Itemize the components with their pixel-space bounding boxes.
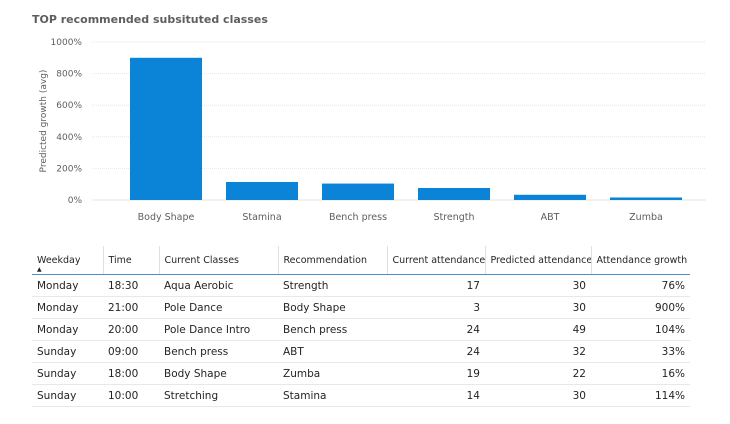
cell-time: 21:00 — [103, 296, 159, 319]
cell-attendance-growth: 76% — [591, 274, 690, 297]
table-row[interactable]: Sunday 09:00 Bench press ABT 24 32 33% — [32, 340, 690, 363]
x-tick-label: Zumba — [629, 212, 663, 223]
y-tick-label: 200% — [56, 164, 82, 174]
x-tick-label: Strength — [433, 212, 474, 223]
cell-attendance-growth: 114% — [591, 384, 690, 407]
cell-recommendation: Zumba — [278, 362, 387, 385]
header-current-classes[interactable]: Current Classes — [158, 246, 278, 275]
cell-current-attendance: 14 — [387, 384, 485, 407]
cell-current-attendance: 24 — [387, 340, 485, 363]
cell-predicted-attendance: 30 — [485, 384, 591, 407]
table-row[interactable]: Sunday 18:00 Body Shape Zumba 19 22 16% — [32, 362, 690, 385]
table-row[interactable]: Sunday 10:00 Stretching Stamina 14 30 11… — [32, 384, 690, 407]
cell-current-class: Aqua Aerobic — [159, 274, 278, 297]
header-current-attendance[interactable]: Current attendance — [386, 246, 485, 275]
x-tick-label: Stamina — [242, 212, 281, 223]
cell-predicted-attendance: 22 — [485, 362, 591, 385]
x-tick-label: Body Shape — [138, 212, 195, 223]
cell-current-class: Stretching — [159, 384, 278, 407]
y-tick-label: 1000% — [51, 38, 83, 48]
header-recommendation[interactable]: Recommendation — [277, 246, 387, 275]
cell-predicted-attendance: 49 — [485, 318, 591, 341]
cell-current-attendance: 17 — [387, 274, 485, 297]
cell-weekday: Monday — [32, 296, 103, 319]
bar-chart: 0% 200% 400% 600% 800% 1000% Predicted growth … — [39, 38, 706, 223]
header-time[interactable]: Time — [102, 246, 159, 275]
y-tick-label: 400% — [56, 133, 82, 143]
y-axis-title: Predicted growth (avg) — [39, 70, 49, 173]
table-row[interactable]: Monday 20:00 Pole Dance Intro Bench pres… — [32, 318, 690, 341]
sort-ascending-icon: ▲ — [37, 266, 42, 273]
cell-recommendation: Bench press — [278, 318, 387, 341]
cell-weekday: Sunday — [32, 362, 103, 385]
cell-current-attendance: 3 — [387, 296, 485, 319]
cell-attendance-growth: 16% — [591, 362, 690, 385]
y-tick-label: 0% — [68, 196, 83, 206]
cell-time: 09:00 — [103, 340, 159, 363]
x-tick-label: Bench press — [329, 212, 387, 223]
y-tick-label: 800% — [56, 70, 82, 80]
cell-recommendation: Body Shape — [278, 296, 387, 319]
cell-current-class: Pole Dance Intro — [159, 318, 278, 341]
cell-current-class: Bench press — [159, 340, 278, 363]
cell-recommendation: ABT — [278, 340, 387, 363]
cell-weekday: Sunday — [32, 340, 103, 363]
cell-attendance-growth: 900% — [591, 296, 690, 319]
cell-recommendation: Strength — [278, 274, 387, 297]
cell-attendance-growth: 33% — [591, 340, 690, 363]
cell-predicted-attendance: 32 — [485, 340, 591, 363]
header-predicted-attendance[interactable]: Predicted attendance — [484, 246, 591, 275]
y-tick-label: 600% — [56, 101, 82, 111]
cell-time: 18:00 — [103, 362, 159, 385]
bar — [226, 181, 298, 200]
cell-current-class: Pole Dance — [159, 296, 278, 319]
cell-time: 20:00 — [103, 318, 159, 341]
table-row[interactable]: Monday 21:00 Pole Dance Body Shape 3 30 … — [32, 296, 690, 319]
cell-predicted-attendance: 30 — [485, 296, 591, 319]
bar — [610, 197, 682, 200]
bar — [130, 57, 202, 200]
cell-current-attendance: 24 — [387, 318, 485, 341]
header-attendance-growth[interactable]: Attendance growth — [590, 246, 690, 275]
chart-title: TOP recommended subsituted classes — [32, 13, 268, 26]
table-row[interactable]: Monday 18:30 Aqua Aerobic Strength 17 30… — [32, 274, 690, 297]
cell-attendance-growth: 104% — [591, 318, 690, 341]
cell-time: 18:30 — [103, 274, 159, 297]
bar — [418, 187, 490, 200]
header-weekday[interactable]: Weekday ▲ — [32, 246, 103, 275]
cell-time: 10:00 — [103, 384, 159, 407]
cell-weekday: Monday — [32, 274, 103, 297]
recommendation-table: Weekday ▲ Time Current Classes Recommend… — [32, 246, 690, 407]
cell-weekday: Sunday — [32, 384, 103, 407]
cell-weekday: Monday — [32, 318, 103, 341]
cell-current-attendance: 19 — [387, 362, 485, 385]
table-header-row: Weekday ▲ Time Current Classes Recommend… — [32, 246, 690, 275]
bar — [514, 194, 586, 200]
cell-predicted-attendance: 30 — [485, 274, 591, 297]
cell-recommendation: Stamina — [278, 384, 387, 407]
x-tick-label: ABT — [541, 212, 560, 223]
cell-current-class: Body Shape — [159, 362, 278, 385]
bar — [322, 183, 394, 200]
